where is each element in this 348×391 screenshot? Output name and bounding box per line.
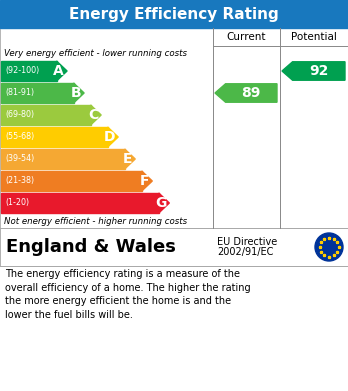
- Polygon shape: [142, 171, 152, 191]
- Bar: [1, 83, 73, 103]
- Text: EU Directive: EU Directive: [217, 237, 277, 247]
- Text: B: B: [71, 86, 81, 100]
- Bar: [0, 228, 348, 266]
- Text: The energy efficiency rating is a measure of the
overall efficiency of a home. T: The energy efficiency rating is a measur…: [5, 269, 251, 320]
- Text: (1-20): (1-20): [5, 199, 29, 208]
- Bar: [1, 171, 142, 191]
- Text: (92-100): (92-100): [5, 66, 39, 75]
- Polygon shape: [282, 62, 345, 80]
- Text: A: A: [53, 64, 64, 78]
- Polygon shape: [159, 193, 169, 213]
- Text: Energy Efficiency Rating: Energy Efficiency Rating: [69, 7, 279, 22]
- Text: Current: Current: [227, 32, 266, 42]
- Text: (39-54): (39-54): [5, 154, 34, 163]
- Text: C: C: [88, 108, 98, 122]
- Text: 92: 92: [309, 64, 329, 78]
- Text: Not energy efficient - higher running costs: Not energy efficient - higher running co…: [4, 217, 187, 226]
- Text: Very energy efficient - lower running costs: Very energy efficient - lower running co…: [4, 48, 187, 57]
- Bar: [1, 105, 90, 125]
- Polygon shape: [73, 83, 84, 103]
- Text: F: F: [140, 174, 149, 188]
- Circle shape: [315, 233, 343, 261]
- Text: 89: 89: [242, 86, 261, 100]
- Text: England & Wales: England & Wales: [6, 238, 176, 256]
- Text: (55-68): (55-68): [5, 133, 34, 142]
- Text: G: G: [155, 196, 166, 210]
- Bar: [1, 61, 56, 81]
- Text: (81-91): (81-91): [5, 88, 34, 97]
- Polygon shape: [90, 105, 101, 125]
- Polygon shape: [215, 84, 277, 102]
- Polygon shape: [56, 61, 67, 81]
- Bar: [1, 193, 159, 213]
- Text: Potential: Potential: [291, 32, 337, 42]
- Text: (21-38): (21-38): [5, 176, 34, 185]
- Text: E: E: [123, 152, 132, 166]
- Text: (69-80): (69-80): [5, 111, 34, 120]
- Bar: [0, 28, 348, 266]
- Bar: [1, 149, 125, 169]
- Polygon shape: [108, 127, 118, 147]
- Text: 2002/91/EC: 2002/91/EC: [217, 247, 274, 257]
- Bar: [1, 127, 108, 147]
- Text: D: D: [104, 130, 115, 144]
- Polygon shape: [125, 149, 135, 169]
- Bar: [0, 0, 348, 28]
